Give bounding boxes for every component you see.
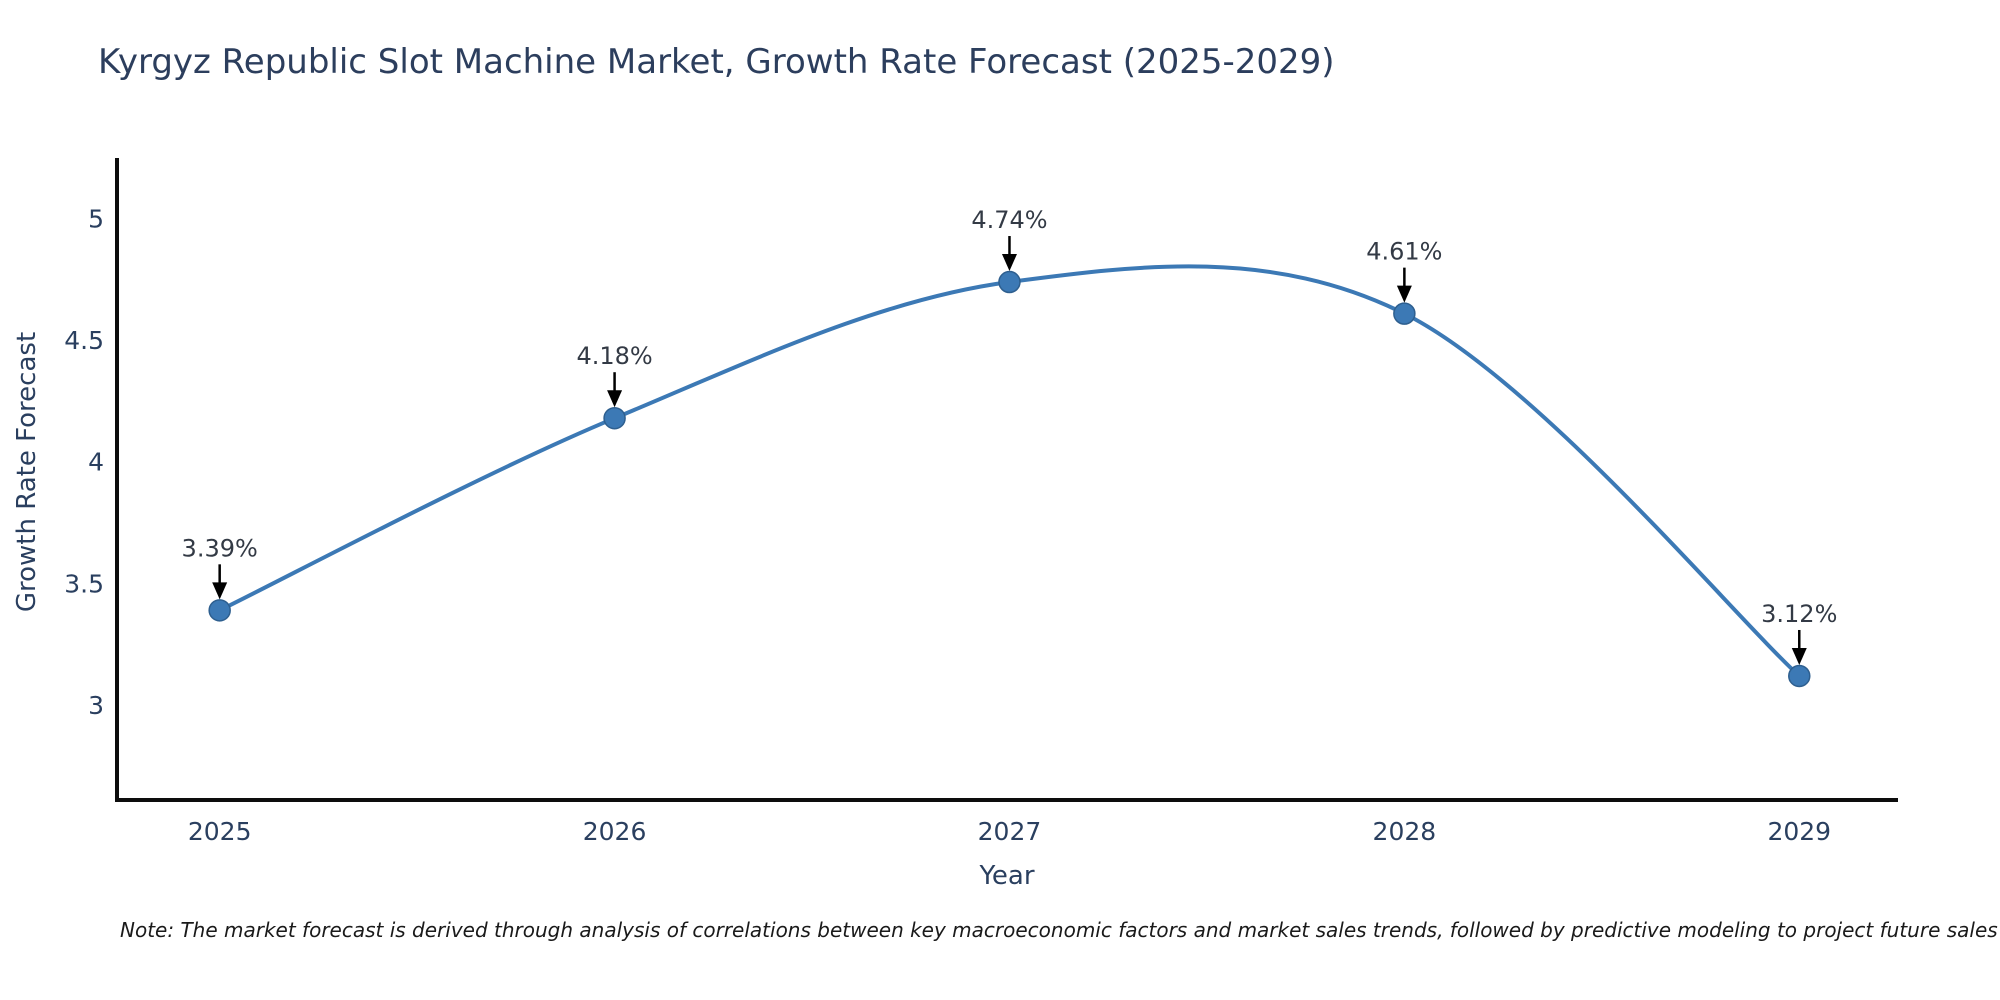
annotation-arrowhead: [1001, 254, 1017, 272]
y-tick-label: 4: [88, 448, 104, 477]
data-point-marker: [1788, 664, 1811, 688]
annotation-arrowhead: [1396, 285, 1412, 303]
y-tick-label: 3: [88, 691, 104, 720]
x-tick-label: 2028: [1373, 817, 1437, 846]
data-point-label: 4.18%: [576, 342, 652, 370]
annotation-arrowhead: [1791, 647, 1807, 665]
chart-title: Kyrgyz Republic Slot Machine Market, Gro…: [98, 42, 1335, 82]
data-point-label: 3.39%: [182, 534, 258, 562]
data-point-label: 4.61%: [1366, 238, 1442, 266]
x-tick-label: 2029: [1767, 817, 1831, 846]
y-tick-label: 3.5: [64, 569, 104, 598]
data-point-label: 3.12%: [1761, 600, 1837, 628]
x-tick-label: 2027: [978, 817, 1042, 846]
data-point-marker: [603, 406, 626, 430]
annotation-arrowhead: [212, 582, 228, 600]
data-point-marker: [998, 270, 1021, 294]
trend-line: [217, 264, 1802, 678]
annotation-arrowhead: [607, 390, 623, 408]
x-tick-label: 2025: [188, 817, 252, 846]
x-axis-title: Year: [979, 861, 1035, 891]
y-tick-label: 4.5: [64, 326, 104, 355]
chart-footnote: Note: The market forecast is derived thr…: [120, 918, 1998, 942]
x-tick-label: 2026: [583, 817, 647, 846]
data-point-label: 4.74%: [971, 206, 1047, 234]
data-point-marker: [1393, 302, 1416, 325]
y-tick-label: 5: [88, 205, 104, 234]
data-point-marker: [208, 599, 231, 622]
